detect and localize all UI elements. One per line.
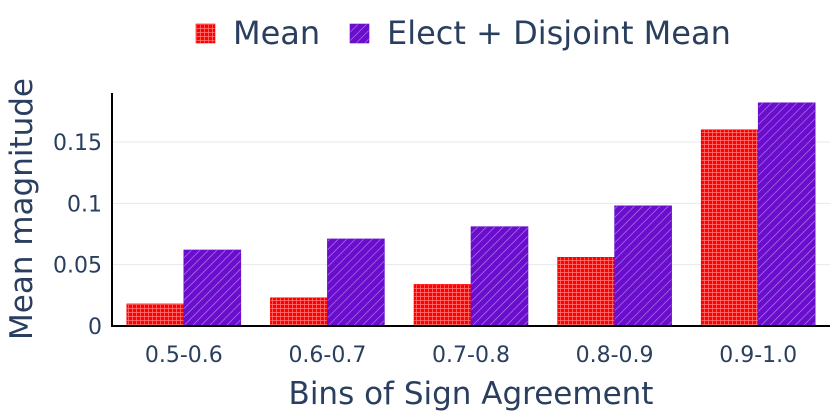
legend: Mean Elect + Disjoint Mean: [195, 14, 731, 52]
bar-mean: [126, 303, 185, 327]
bars: [126, 102, 816, 327]
legend-label: Mean: [233, 14, 320, 52]
x-tick-label: 0.9-1.0: [719, 343, 797, 368]
bar-mean: [557, 257, 615, 327]
legend-swatch: [349, 23, 370, 44]
bar-elect-disjoint-mean: [183, 249, 242, 327]
y-tick-label: 0.1: [67, 192, 102, 217]
x-tick-label: 0.6-0.7: [288, 343, 366, 368]
bar-mean: [413, 284, 472, 327]
bar-mean: [700, 129, 759, 327]
x-tick-label: 0.7-0.8: [432, 343, 510, 368]
x-tick-label: 0.5-0.6: [145, 343, 223, 368]
bar-mean: [270, 297, 328, 327]
bar-elect-disjoint-mean: [327, 238, 385, 327]
legend-swatch: [195, 23, 216, 44]
bar-elect-disjoint-mean: [757, 102, 816, 327]
bar-elect-disjoint-mean: [614, 205, 672, 327]
y-tick-label: 0: [88, 315, 102, 340]
y-ticks: 0 0.05 0.1 0.15: [53, 131, 102, 340]
axes: [111, 93, 830, 327]
y-tick-label: 0.15: [53, 131, 102, 156]
x-ticks: 0.5-0.6 0.6-0.7 0.7-0.8 0.8-0.9 0.9-1.0: [145, 343, 797, 368]
bar-elect-disjoint-mean: [470, 226, 529, 327]
legend-label: Elect + Disjoint Mean: [387, 14, 731, 52]
y-axis-title: Mean magnitude: [4, 78, 40, 340]
x-tick-label: 0.8-0.9: [576, 343, 654, 368]
y-tick-label: 0.05: [53, 254, 102, 279]
x-axis-title: Bins of Sign Agreement: [289, 376, 654, 412]
